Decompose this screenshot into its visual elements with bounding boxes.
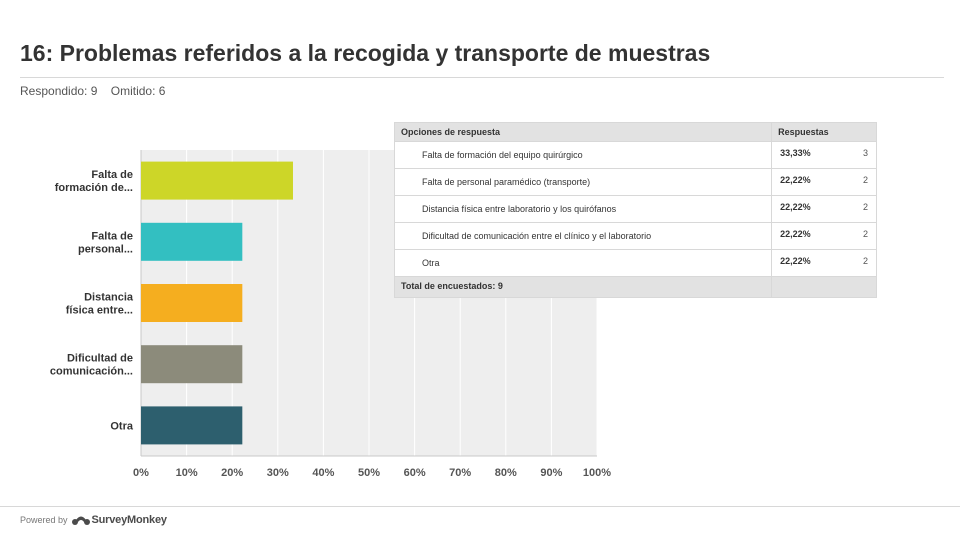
response-count: 2 [862,229,868,239]
table-row: Otra 22,22% 2 [393,249,877,277]
response-count: 2 [862,256,868,266]
category-label: Otra [110,420,134,432]
x-tick-label: 100% [583,467,611,479]
bar [141,284,243,322]
category-label: Falta de [91,169,133,181]
bar [141,222,243,261]
x-tick-label: 40% [312,467,334,479]
powered-by-label: Powered by [20,515,68,525]
table-total-row: Total de encuestados: 9 [393,276,877,298]
response-cell: 33,33% 3 [771,141,877,169]
total-empty-cell [771,276,877,298]
response-percent: 33,33% [780,148,811,158]
title-divider [20,77,944,78]
bar [141,161,293,200]
response-percent: 22,22% [780,256,811,266]
response-count: 3 [862,148,868,158]
category-label: comunicación... [50,366,133,378]
question-title: 16: Problemas referidos a la recogida y … [20,40,711,66]
skipped-count: Omitido: 6 [110,84,166,98]
response-cell: 22,22% 2 [771,168,877,196]
category-label: formación de... [55,182,133,194]
category-label: Distancia [84,292,134,304]
response-cell: 22,22% 2 [771,249,877,277]
table-row: Distancia física entre laboratorio y los… [393,195,877,223]
response-cell: 22,22% 2 [771,222,877,250]
bar [141,345,243,384]
table-header-row: Opciones de respuesta Respuestas [393,122,877,142]
response-percent: 22,22% [780,202,811,212]
response-percent: 22,22% [780,229,811,239]
response-count: 2 [862,202,868,212]
option-label: Distancia física entre laboratorio y los… [393,195,773,223]
response-count: 2 [862,175,868,185]
category-label: Dificultad de [67,353,133,365]
category-label: personal... [78,243,133,255]
answered-count: Respondido: 9 [20,84,98,98]
x-tick-label: 60% [404,467,426,479]
response-cell: 22,22% 2 [771,195,877,223]
bar [141,406,243,445]
table-row: Dificultad de comunicación entre el clín… [393,222,877,250]
header-options: Opciones de respuesta [393,122,773,142]
surveymonkey-logo-text: SurveyMonkey [91,514,167,526]
x-tick-label: 0% [133,467,149,479]
header-responses: Respuestas [771,122,877,142]
option-label: Otra [393,249,773,277]
x-tick-label: 10% [176,467,198,479]
x-tick-label: 90% [540,467,562,479]
option-label: Dificultad de comunicación entre el clín… [393,222,773,250]
footer-divider [0,506,960,507]
option-label: Falta de personal paramédico (transporte… [393,168,773,196]
response-stats: Respondido: 9 Omitido: 6 [20,84,175,98]
x-tick-label: 20% [221,467,243,479]
x-tick-label: 80% [495,467,517,479]
x-tick-label: 70% [449,467,471,479]
table-row: Falta de formación del equipo quirúrgico… [393,141,877,169]
surveymonkey-logo-icon [71,516,90,525]
table-row: Falta de personal paramédico (transporte… [393,168,877,196]
footer: Powered by SurveyMonkey [20,514,167,526]
category-label: física entre... [66,305,133,317]
x-tick-label: 30% [267,467,289,479]
option-label: Falta de formación del equipo quirúrgico [393,141,773,169]
category-label: Falta de [91,230,133,242]
x-tick-label: 50% [358,467,380,479]
total-respondents: Total de encuestados: 9 [393,276,773,298]
response-table: Opciones de respuesta Respuestas Falta d… [393,122,877,298]
response-percent: 22,22% [780,175,811,185]
